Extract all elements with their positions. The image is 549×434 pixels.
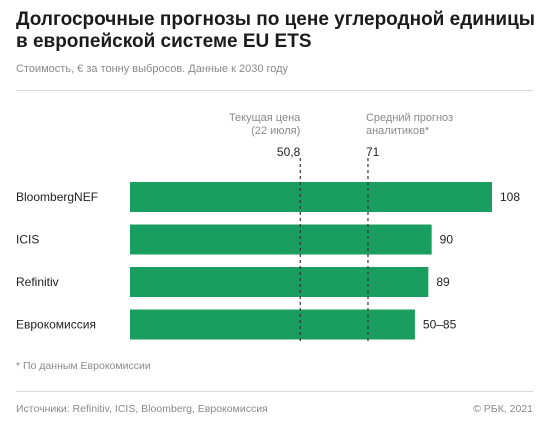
- top-divider: [16, 90, 533, 91]
- footnote: * По данным Еврокомиссии: [16, 360, 151, 372]
- bottom-divider: [16, 391, 533, 392]
- bar: [130, 224, 432, 255]
- reference-line-label: Средний прогноз аналитиков*: [366, 112, 453, 137]
- reference-lines-layer: Текущая цена (22 июля) 50,8 Средний прогноз…: [229, 112, 453, 344]
- bar: [130, 267, 429, 297]
- value-label: 50–85: [423, 318, 457, 332]
- value-label: 89: [436, 275, 450, 289]
- bar: [130, 182, 492, 212]
- reference-line-label: Текущая цена (22 июля): [229, 112, 301, 137]
- bar: [130, 309, 415, 340]
- value-label: 108: [500, 190, 520, 204]
- category-label: Еврокомиссия: [16, 318, 96, 332]
- reference-line-value: 50,8: [277, 145, 301, 159]
- bar-chart: BloombergNEF 108 ICIS 90 Refinitiv 89 Еврокоми…: [16, 112, 520, 344]
- reference-line-value: 71: [366, 145, 380, 159]
- chart-subtitle: Стоимость, € за тонну выбросов. Данные к…: [16, 63, 289, 75]
- copyright-note: © РБК, 2021: [473, 403, 533, 415]
- sources-note: Источники: Refinitiv, ICIS, Bloomberg, Е…: [16, 403, 268, 415]
- category-label: ICIS: [16, 233, 39, 247]
- category-label: Refinitiv: [16, 275, 59, 289]
- category-label: BloombergNEF: [16, 190, 98, 204]
- bars-layer: BloombergNEF 108 ICIS 90 Refinitiv 89 Еврокоми…: [16, 182, 520, 340]
- value-label: 90: [440, 233, 454, 247]
- chart-title: Долгосрочные прогнозы по цене углеродной…: [16, 9, 536, 52]
